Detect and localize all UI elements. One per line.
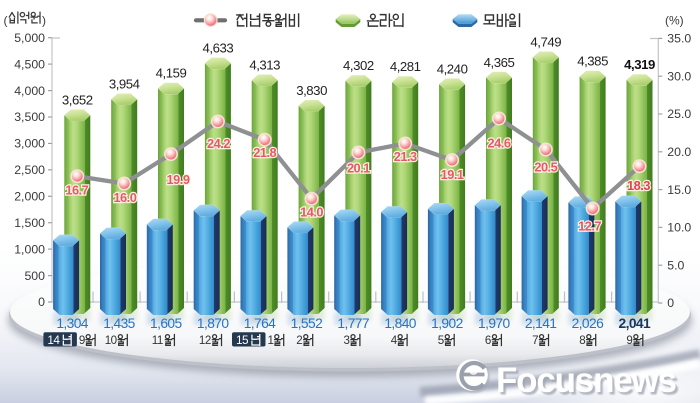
- svg-text:18.3: 18.3: [627, 178, 650, 193]
- svg-text:Focusnews: Focusnews: [496, 361, 677, 400]
- svg-text:0: 0: [38, 295, 45, 309]
- svg-text:9: 9: [626, 334, 632, 347]
- svg-text:(%): (%): [665, 14, 684, 28]
- svg-text:4: 4: [391, 334, 398, 347]
- svg-text:20.1: 20.1: [347, 161, 370, 176]
- svg-text:2,000: 2,000: [14, 190, 45, 204]
- svg-text:16.0: 16.0: [113, 190, 136, 205]
- svg-text:): ): [42, 14, 46, 28]
- svg-text:35.0: 35.0: [667, 32, 691, 46]
- svg-text:1,764: 1,764: [244, 316, 276, 331]
- svg-text:1: 1: [268, 334, 274, 347]
- svg-text:14: 14: [47, 333, 60, 347]
- svg-text:24.6: 24.6: [488, 136, 511, 151]
- svg-text:21.3: 21.3: [394, 149, 417, 164]
- svg-text:3: 3: [344, 334, 350, 347]
- svg-text:4,281: 4,281: [390, 59, 421, 74]
- svg-text:25.0: 25.0: [667, 107, 691, 121]
- svg-text:5.0: 5.0: [667, 258, 684, 272]
- svg-text:4,633: 4,633: [203, 41, 234, 56]
- svg-text:6: 6: [485, 334, 491, 347]
- svg-text:24.2: 24.2: [207, 136, 230, 151]
- svg-text:1,552: 1,552: [291, 316, 323, 331]
- svg-text:1,902: 1,902: [431, 316, 463, 331]
- svg-text:Focusnews: Focusnews: [498, 363, 679, 402]
- svg-text:15: 15: [236, 333, 249, 347]
- svg-text:9: 9: [79, 334, 85, 347]
- svg-text:(: (: [4, 14, 8, 28]
- svg-text:3,954: 3,954: [109, 77, 140, 92]
- svg-text:12.7: 12.7: [578, 218, 601, 233]
- svg-text:19.1: 19.1: [441, 167, 464, 182]
- svg-text:4,749: 4,749: [530, 35, 561, 50]
- svg-text:4,240: 4,240: [437, 61, 468, 76]
- svg-text:16.7: 16.7: [65, 183, 88, 198]
- svg-text:1,500: 1,500: [14, 216, 45, 230]
- svg-text:14.0: 14.0: [300, 205, 323, 220]
- svg-text:1,605: 1,605: [150, 316, 182, 331]
- svg-text:1,435: 1,435: [103, 316, 135, 331]
- svg-text:20.0: 20.0: [667, 145, 691, 159]
- svg-text:10: 10: [105, 334, 117, 347]
- svg-text:4,302: 4,302: [343, 58, 374, 73]
- svg-text:30.0: 30.0: [667, 69, 691, 83]
- svg-text:11: 11: [152, 334, 163, 347]
- svg-text:4,365: 4,365: [484, 55, 515, 70]
- svg-text:3,500: 3,500: [14, 110, 45, 124]
- svg-text:7: 7: [532, 334, 538, 347]
- svg-text:1,000: 1,000: [14, 242, 45, 256]
- svg-text:4,500: 4,500: [14, 57, 45, 71]
- svg-text:1,304: 1,304: [56, 316, 88, 331]
- svg-text:1,840: 1,840: [384, 316, 416, 331]
- svg-text:2,500: 2,500: [14, 163, 45, 177]
- svg-text:1,777: 1,777: [337, 316, 369, 331]
- svg-text:500: 500: [24, 269, 45, 283]
- svg-text:2,026: 2,026: [572, 316, 604, 331]
- svg-text:3,000: 3,000: [14, 137, 45, 151]
- svg-text:3,830: 3,830: [296, 83, 327, 98]
- svg-text:4,385: 4,385: [577, 54, 608, 69]
- svg-text:4,159: 4,159: [156, 66, 187, 81]
- svg-text:3,652: 3,652: [62, 93, 93, 108]
- svg-text:20.5: 20.5: [534, 160, 557, 175]
- svg-text:2,041: 2,041: [619, 316, 651, 331]
- svg-text:4,000: 4,000: [14, 84, 45, 98]
- svg-text:1,970: 1,970: [478, 316, 510, 331]
- svg-text:12: 12: [199, 334, 211, 347]
- svg-text:21.8: 21.8: [253, 145, 276, 160]
- svg-text:5: 5: [438, 334, 444, 347]
- svg-text:15.0: 15.0: [667, 183, 691, 197]
- svg-text:2,141: 2,141: [525, 316, 557, 331]
- svg-text:4,319: 4,319: [624, 57, 655, 72]
- svg-text:4,313: 4,313: [249, 58, 280, 73]
- svg-text:8: 8: [579, 334, 585, 347]
- svg-text:5,000: 5,000: [14, 31, 45, 45]
- svg-text:1,870: 1,870: [197, 316, 229, 331]
- svg-text:10.0: 10.0: [667, 221, 691, 235]
- svg-text:19.9: 19.9: [167, 172, 190, 187]
- svg-text:2: 2: [296, 334, 302, 347]
- svg-text:0: 0: [667, 296, 674, 310]
